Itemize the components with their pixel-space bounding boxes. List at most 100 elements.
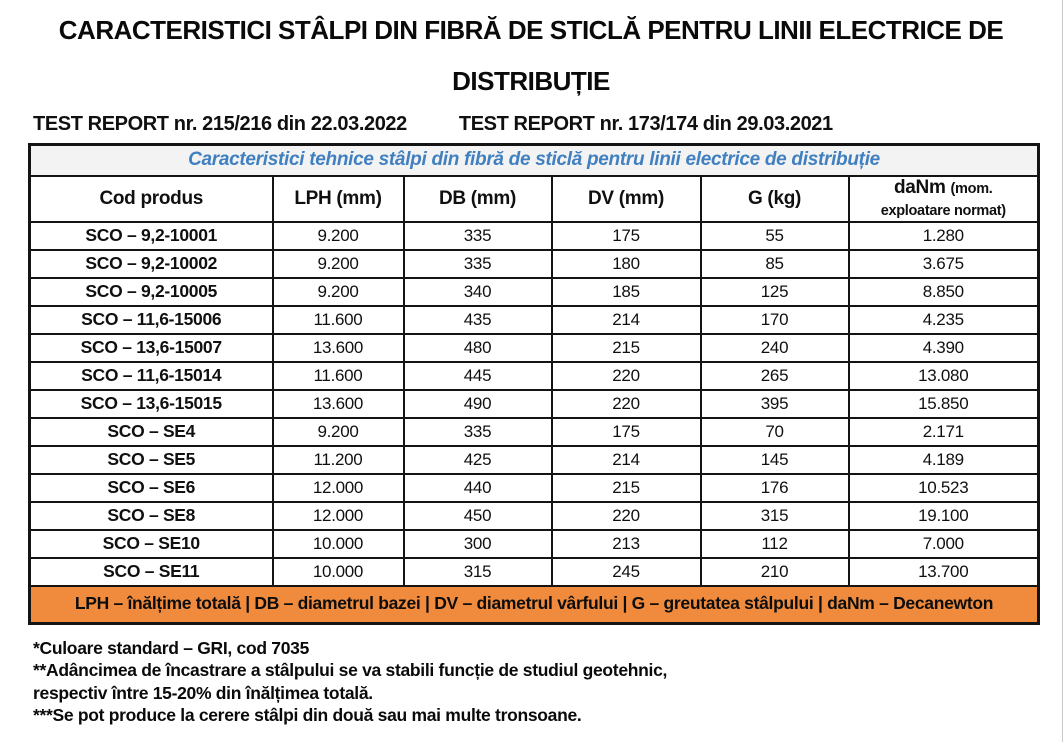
test-report-right: TEST REPORT nr. 173/174 din 29.03.2021 <box>458 113 833 135</box>
value-cell: 180 <box>550 248 702 279</box>
product-code-cell: SCO – 9,2-10005 <box>28 276 274 307</box>
value-cell: 9.200 <box>271 416 405 447</box>
value-cell: 2.171 <box>847 416 1040 447</box>
page-title-line1: CARACTERISTICI STÂLPI DIN FIBRĂ DE STICL… <box>58 15 1004 45</box>
value-cell: 13.700 <box>847 556 1040 587</box>
value-cell: 335 <box>402 220 553 251</box>
value-cell: 445 <box>402 360 553 391</box>
value-cell: 11.200 <box>271 444 405 475</box>
value-cell: 4.189 <box>847 444 1040 475</box>
test-reports: TEST REPORT nr. 215/216 din 22.03.2022 T… <box>33 113 1062 136</box>
product-code-cell: SCO – 13,6-15015 <box>28 388 274 419</box>
product-code-cell: SCO – SE11 <box>28 556 274 587</box>
table-row: SCO – SE6 12.000 440 215 176 10.523 <box>28 472 1040 503</box>
value-cell: 450 <box>402 500 553 531</box>
value-cell: 335 <box>402 248 553 279</box>
value-cell: 215 <box>550 332 702 363</box>
value-cell: 335 <box>402 416 553 447</box>
value-cell: 176 <box>699 472 850 503</box>
value-cell: 112 <box>699 528 850 559</box>
product-code-cell: SCO – SE5 <box>28 444 274 475</box>
product-code-cell: SCO – 11,6-15006 <box>28 304 274 335</box>
product-code-cell: SCO – 13,6-15007 <box>28 332 274 363</box>
value-cell: 70 <box>699 416 850 447</box>
value-cell: 490 <box>402 388 553 419</box>
value-cell: 10.000 <box>271 528 405 559</box>
value-cell: 10.523 <box>847 472 1040 503</box>
value-cell: 245 <box>550 556 702 587</box>
product-code-cell: SCO – SE8 <box>28 500 274 531</box>
value-cell: 13.600 <box>271 332 405 363</box>
footnote-line: *Culoare standard – GRI, cod 7035 <box>33 637 310 658</box>
product-code-cell: SCO – 11,6-15014 <box>28 360 274 391</box>
value-cell: 125 <box>699 276 850 307</box>
value-cell: 395 <box>699 388 850 419</box>
value-cell: 220 <box>550 500 702 531</box>
legend-row: LPH – înălțime totală | DB – diametrul b… <box>28 584 1040 624</box>
table-row: SCO – SE4 9.200 335 175 70 2.171 <box>28 416 1040 447</box>
value-cell: 213 <box>550 528 702 559</box>
page-title-line2: DISTRIBUȚIE <box>452 66 610 96</box>
value-cell: 215 <box>550 472 702 503</box>
value-cell: 9.200 <box>271 276 405 307</box>
table-row: SCO – 13,6-15007 13.600 480 215 240 4.390 <box>28 332 1040 363</box>
table-row: SCO – 9,2-10001 9.200 335 175 55 1.280 <box>28 220 1040 251</box>
value-cell: 214 <box>550 444 702 475</box>
value-cell: 440 <box>402 472 553 503</box>
value-cell: 315 <box>699 500 850 531</box>
danm-unit-line1: (mom. <box>950 180 993 197</box>
table-row: SCO – SE8 12.000 450 220 315 19.100 <box>28 500 1040 531</box>
value-cell: 9.200 <box>271 220 405 251</box>
value-cell: 3.675 <box>847 248 1040 279</box>
value-cell: 185 <box>550 276 702 307</box>
col-header-lph: LPH (mm) <box>271 174 405 223</box>
product-code-cell: SCO – SE6 <box>28 472 274 503</box>
table-row: SCO – SE10 10.000 300 213 112 7.000 <box>28 528 1040 559</box>
value-cell: 425 <box>402 444 553 475</box>
table-row: SCO – 11,6-15014 11.600 445 220 265 13.080 <box>28 360 1040 391</box>
value-cell: 220 <box>550 388 702 419</box>
value-cell: 240 <box>699 332 850 363</box>
spec-table: Caracteristici tehnice stâlpi din fibră … <box>28 143 1041 625</box>
table-row: SCO – 11,6-15006 11.600 435 214 170 4.235 <box>28 304 1040 335</box>
page-title: CARACTERISTICI STÂLPI DIN FIBRĂ DE STICL… <box>0 0 1062 107</box>
value-cell: 55 <box>699 220 850 251</box>
table-row: SCO – 9,2-10005 9.200 340 185 125 8.850 <box>28 276 1040 307</box>
value-cell: 4.235 <box>847 304 1040 335</box>
product-code-cell: SCO – 9,2-10001 <box>28 220 274 251</box>
table-row: SCO – 13,6-15015 13.600 490 220 395 15.850 <box>28 388 1040 419</box>
value-cell: 214 <box>550 304 702 335</box>
value-cell: 8.850 <box>847 276 1040 307</box>
danm-label: daNm <box>893 176 946 198</box>
table-row: SCO – SE5 11.200 425 214 145 4.189 <box>28 444 1040 475</box>
table-row: SCO – 9,2-10002 9.200 335 180 85 3.675 <box>28 248 1040 279</box>
product-code-cell: SCO – SE4 <box>28 416 274 447</box>
footnote-line: **Adâncimea de încastrare a stâlpului se… <box>33 660 668 680</box>
footnote-line: ***Se pot produce la cerere stâlpi din d… <box>33 705 582 725</box>
value-cell: 13.080 <box>847 360 1040 391</box>
value-cell: 210 <box>699 556 850 587</box>
value-cell: 85 <box>699 248 850 279</box>
value-cell: 175 <box>550 220 702 251</box>
product-code-cell: SCO – 9,2-10002 <box>28 248 274 279</box>
col-header-cod-produs: Cod produs <box>28 174 274 223</box>
value-cell: 265 <box>699 360 850 391</box>
value-cell: 11.600 <box>271 360 405 391</box>
product-code-cell: SCO – SE10 <box>28 528 274 559</box>
value-cell: 4.390 <box>847 332 1040 363</box>
value-cell: 315 <box>402 556 553 587</box>
value-cell: 220 <box>550 360 702 391</box>
col-header-dv: DV (mm) <box>550 174 702 223</box>
col-header-g: G (kg) <box>699 174 850 223</box>
table-caption: Caracteristici tehnice stâlpi din fibră … <box>28 143 1040 177</box>
col-header-db: DB (mm) <box>402 174 553 223</box>
value-cell: 480 <box>402 332 553 363</box>
footnotes: *Culoare standard – GRI, cod 7035 **Adânc… <box>33 637 1062 727</box>
value-cell: 13.600 <box>271 388 405 419</box>
value-cell: 175 <box>550 416 702 447</box>
value-cell: 340 <box>402 276 553 307</box>
value-cell: 15.850 <box>847 388 1040 419</box>
value-cell: 19.100 <box>847 500 1040 531</box>
value-cell: 11.600 <box>271 304 405 335</box>
test-report-left: TEST REPORT nr. 215/216 din 22.03.2022 <box>33 113 407 135</box>
